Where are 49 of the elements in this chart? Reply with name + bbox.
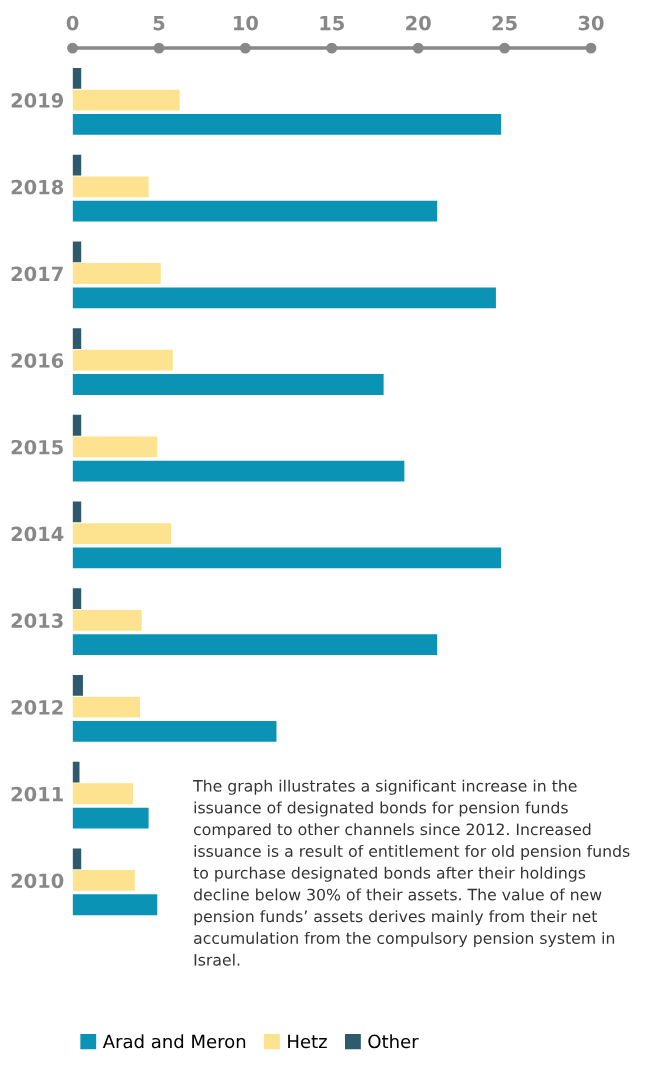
legend-label: Arad and Meron [102, 1034, 246, 1049]
bar [72, 870, 135, 891]
legend-label: Hetz [288, 1034, 327, 1049]
y-tick-label: 2015 [11, 439, 63, 455]
bar [72, 113, 502, 135]
bar [72, 287, 496, 309]
bar [72, 176, 149, 198]
x-tick-label: 20 [406, 15, 431, 31]
y-tick-label: 2011 [11, 786, 63, 802]
y-tick-label: 2013 [11, 613, 63, 628]
x-tick-label: 0 [66, 15, 79, 31]
bar [72, 720, 277, 742]
bar [72, 674, 83, 696]
text: The graph illustrates a significant increase in the issuance of designated bonds for pension funds compared to other channels since 2012. Increased issuance is a result of entitlement for old pension funds to purchase designated bonds after their holdings decline below 30% of their assets. The value of new pension funds’ assets derives mainly from their net accumulation from the compulsory pension system in Israel. [193, 779, 630, 966]
x-tick-label: 30 [578, 15, 604, 31]
bar [72, 848, 82, 870]
bar [72, 588, 82, 610]
bar [72, 807, 149, 829]
y-tick-label: 2010 [11, 873, 64, 889]
bar [72, 68, 82, 89]
bar [72, 523, 172, 545]
bar [72, 89, 180, 111]
bar [72, 263, 161, 284]
bar [72, 460, 405, 482]
bar [72, 200, 438, 222]
y-tick-label: 2018 [11, 179, 64, 195]
bar [72, 328, 82, 349]
bar [72, 374, 384, 395]
bar [72, 414, 82, 436]
x-tick-label: 10 [234, 15, 258, 31]
y-tick-label: 2019 [11, 93, 63, 108]
bar [72, 783, 134, 805]
bar [72, 894, 158, 916]
bar [72, 349, 173, 371]
bar [72, 547, 502, 569]
x-tick-label: 5 [153, 15, 165, 31]
bar [72, 696, 140, 718]
y-tick-label: 2012 [11, 700, 63, 715]
bar [72, 609, 142, 631]
y-tick-label: 2016 [11, 353, 64, 368]
bar [72, 634, 438, 656]
y-tick-label: 2017 [11, 266, 63, 282]
x-tick-label: 15 [320, 15, 344, 31]
y-tick-label: 2014 [11, 526, 64, 542]
legend-label: Other [368, 1034, 419, 1049]
bar [72, 154, 82, 176]
bar [72, 436, 158, 458]
x-tick-label: 25 [492, 15, 517, 31]
bar [72, 241, 82, 263]
